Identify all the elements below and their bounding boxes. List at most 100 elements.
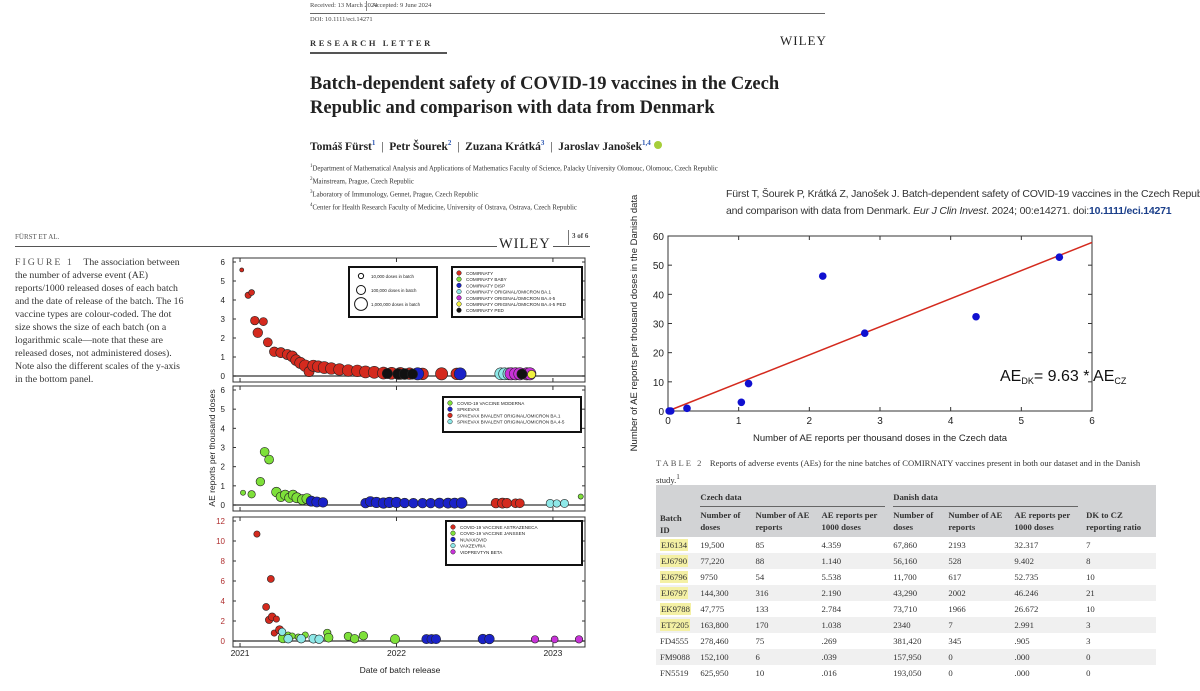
page-rule — [15, 246, 590, 247]
data-point — [860, 329, 869, 338]
x-tick-label: 4 — [948, 416, 954, 427]
table-cell: 0 — [1086, 652, 1091, 662]
table-cell: 3 — [1086, 620, 1091, 630]
data-point — [560, 499, 569, 508]
legend-marker — [456, 295, 462, 301]
x-tick-label: 3 — [877, 416, 883, 427]
running-head: FÜRST ET AL. — [15, 233, 60, 241]
batch-id: EK9788 — [660, 603, 691, 615]
column-header: AE reports per 1000 doses — [1014, 510, 1071, 532]
table-cell: 2.784 — [821, 604, 842, 614]
data-point — [435, 367, 448, 381]
table-cell: 144,300 — [700, 588, 729, 598]
legend-label: COMIRNATY DISP — [466, 283, 505, 288]
batch-id: EJ6797 — [660, 587, 689, 599]
group-czech: Czech data — [700, 491, 886, 507]
orcid-icon[interactable] — [653, 140, 662, 149]
y-tick-label: 3 — [221, 444, 226, 453]
y-tick-label: 3 — [221, 315, 226, 324]
legend-label: COMIRNATY BABY — [466, 277, 507, 282]
table-cell: 77,220 — [700, 556, 725, 566]
batch-id: EJ6790 — [660, 555, 689, 567]
legend-label: COMIRNATY — [466, 271, 493, 276]
legend-marker — [456, 289, 462, 295]
legend-marker — [447, 400, 453, 406]
x-tick-label: 1 — [736, 416, 742, 427]
legend-label: COVID-19 VACCINE ASTRAZENECA — [460, 525, 538, 530]
author-affiliation-ref: 2 — [447, 139, 452, 147]
column-header: Batch ID — [660, 513, 682, 535]
data-point — [683, 404, 691, 413]
article-title: Batch-dependent safety of COVID-19 vacci… — [310, 74, 780, 118]
y-tick-label: 2 — [221, 334, 226, 343]
citation: Fürst T, Šourek P, Krátká Z, Janošek J. … — [726, 186, 1200, 220]
data-point — [358, 631, 368, 641]
x-tick-label: 2023 — [543, 648, 562, 658]
table-cell: 345 — [948, 636, 962, 646]
data-point — [516, 368, 528, 380]
data-point — [350, 634, 360, 644]
table-cell: 4.359 — [821, 540, 842, 550]
divider — [568, 230, 569, 245]
legend-marker — [447, 412, 453, 418]
table-cell: 2193 — [948, 540, 966, 550]
y-tick-label: 6 — [221, 577, 226, 586]
data-point — [407, 368, 418, 380]
y-tick-label: 1 — [221, 482, 226, 491]
figure-caption: FIGURE 1 The association between the num… — [15, 257, 184, 385]
doi-link[interactable]: 10.1111/eci.14271 — [1089, 205, 1172, 217]
data-point — [323, 632, 334, 643]
y-tick-label: 60 — [653, 232, 665, 243]
table-cell: 3 — [1086, 636, 1091, 646]
data-point — [399, 497, 410, 509]
data-point — [253, 530, 261, 538]
table-row: FD4555 278,460 75 .269 381,420 345 .905 3 — [656, 633, 1156, 649]
data-point — [515, 498, 525, 509]
author-name[interactable]: Tomáš Fürst — [310, 140, 372, 153]
y-axis-label: AE reports per thousand doses — [207, 389, 217, 506]
y-tick-label: 6 — [221, 258, 226, 267]
legend-label: COMIRNATY ORIGINAL/OMICRON BA.4-5 — [466, 296, 556, 301]
citation-line2: and comparison with data from Denmark. E… — [726, 205, 1172, 217]
table-caption: TABLE 2 Reports of adverse events (AEs) … — [656, 458, 1141, 485]
legend — [442, 396, 582, 433]
author-name[interactable]: Zuzana Krátká — [465, 140, 541, 153]
batch-id: EJ6134 — [660, 539, 689, 551]
legend-marker — [447, 419, 453, 425]
data-point — [665, 407, 673, 415]
data-point — [818, 272, 827, 280]
table-cell: 6 — [755, 652, 760, 662]
table-row: EJ6796 9750 54 5.538 11,700 617 52.735 10 — [656, 569, 1156, 585]
data-point — [296, 634, 306, 644]
citation-line1: Fürst T, Šourek P, Krátká Z, Janošek J. … — [726, 188, 1200, 200]
data-point — [1055, 253, 1064, 261]
data-point — [381, 368, 393, 379]
size-legend-label: 100,000 doses in batch — [371, 288, 417, 293]
table-cell: 2002 — [948, 588, 966, 598]
author-name[interactable]: Petr Šourek — [389, 140, 448, 153]
author-name[interactable]: Jaroslav Janošek — [558, 140, 643, 153]
table-cell: 381,420 — [893, 636, 922, 646]
data-point — [453, 367, 467, 381]
size-legend-marker — [357, 272, 365, 280]
affiliation: 2Mainstream, Prague, Czech Republic — [310, 177, 414, 186]
table-cell: 2.190 — [821, 588, 842, 598]
plot-frame — [667, 235, 1093, 412]
table-cell: 1966 — [948, 604, 966, 614]
y-tick-label: 2 — [221, 463, 226, 472]
data-point — [272, 615, 280, 623]
y-tick-label: 0 — [221, 501, 226, 510]
table-cell: 43,290 — [893, 588, 918, 598]
data-point — [455, 497, 468, 509]
plot-frame — [232, 385, 586, 512]
table-row: FM9088 152,100 6 .039 157,950 0 .000 0 — [656, 649, 1156, 665]
legend-label: COMIRNATY ORIGINAL/OMICRON BA.1 — [466, 290, 552, 295]
data-point — [390, 634, 400, 645]
table-cell: .905 — [1014, 636, 1030, 646]
data-point — [262, 603, 270, 611]
table-cell: 9750 — [700, 572, 718, 582]
data-point — [574, 635, 584, 644]
y-tick-label: 2 — [221, 617, 226, 626]
